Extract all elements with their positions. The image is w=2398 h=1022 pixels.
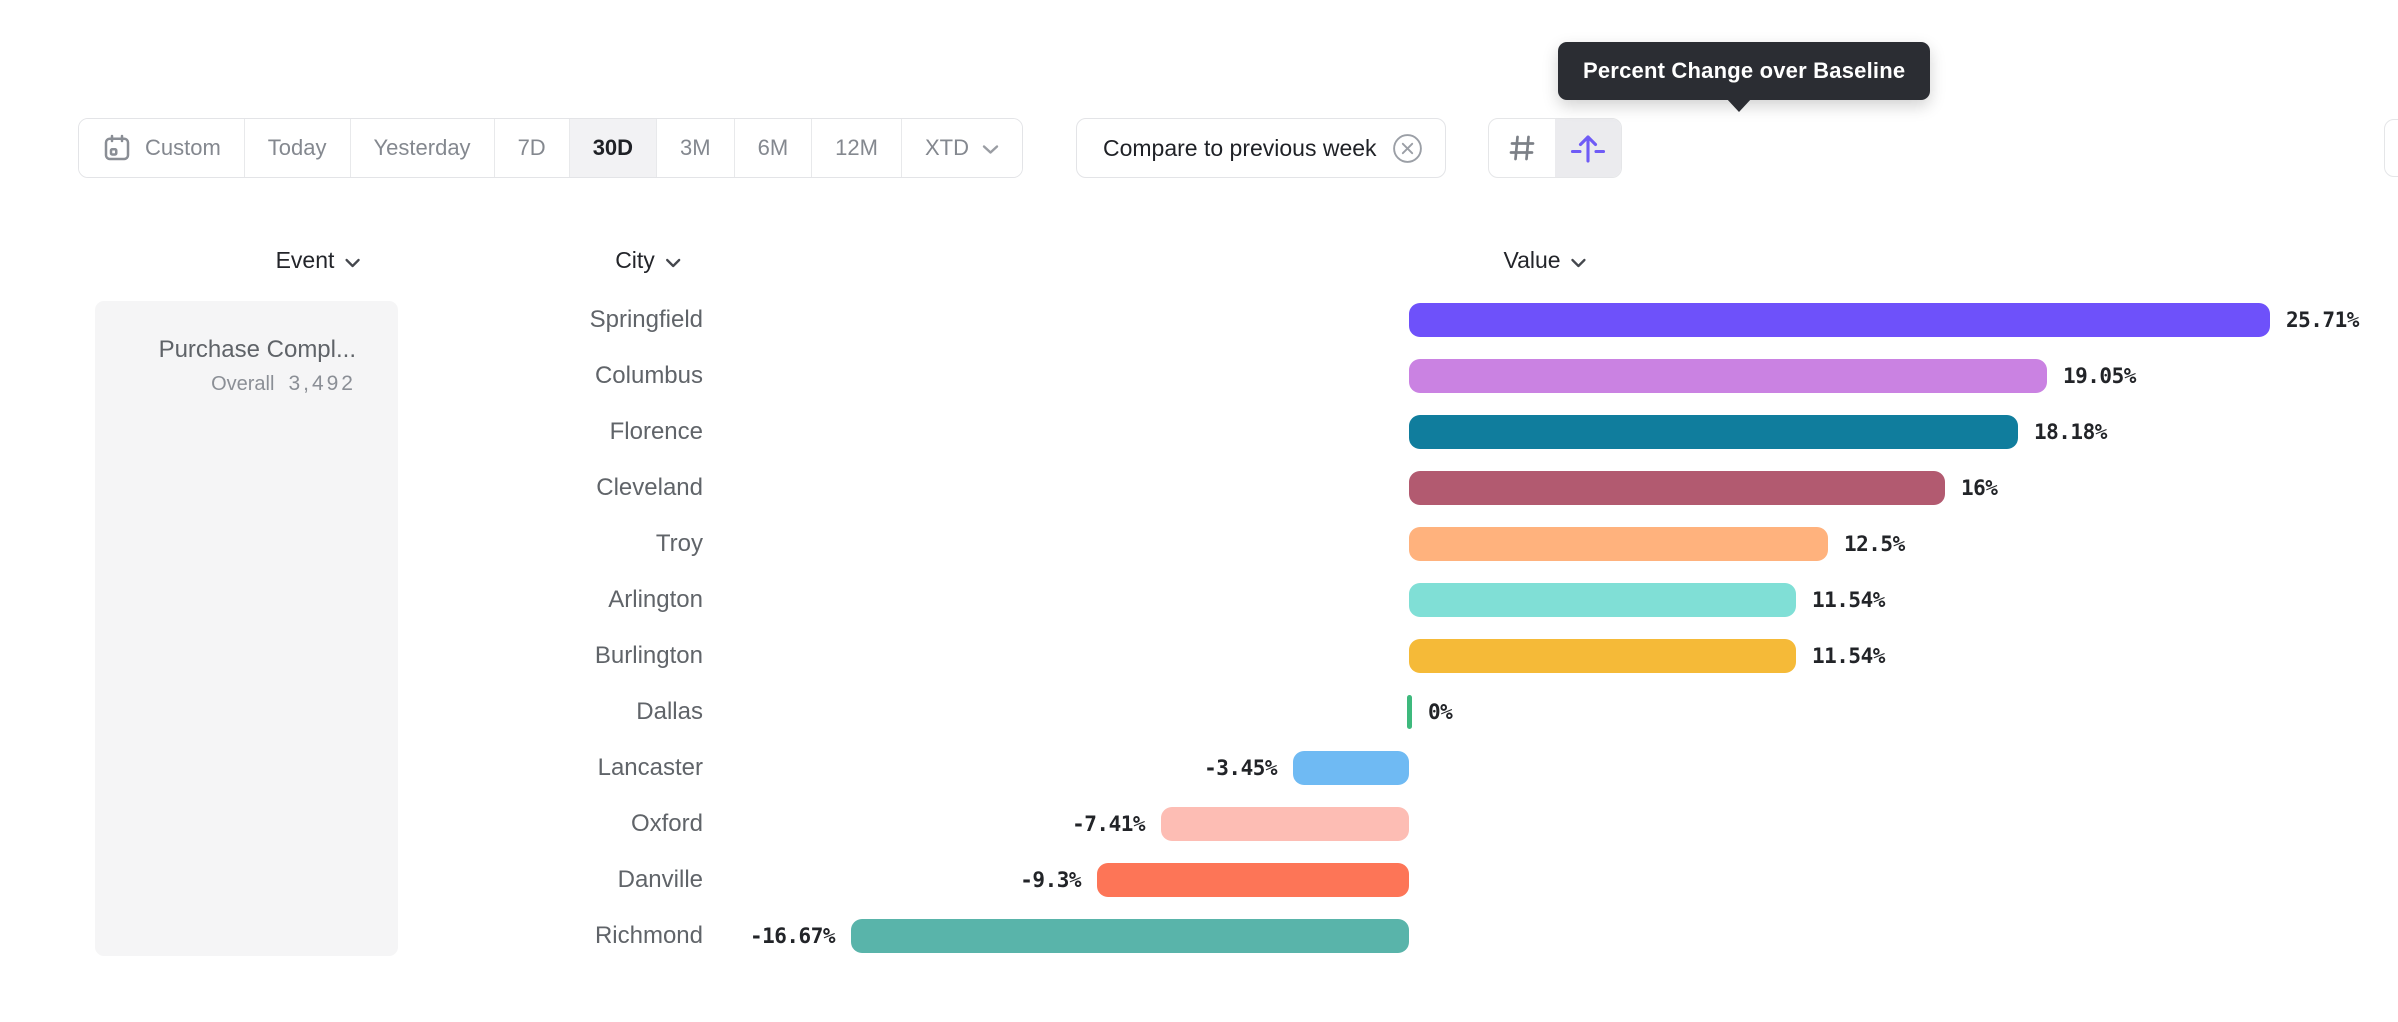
event-title: Purchase Compl... — [158, 336, 356, 363]
chart-row-dallas: Dallas 0% — [0, 695, 2398, 729]
chart-row-arlington: Arlington 11.54% — [0, 583, 2398, 617]
column-header-label: Value — [1503, 247, 1561, 273]
bar[interactable] — [851, 919, 1409, 953]
chart-row-troy: Troy 12.5% — [0, 527, 2398, 561]
toolbar: Custom Today Yesterday 7D 30D 3M 6M 12M — [78, 118, 1622, 178]
date-range-xtd[interactable]: XTD — [900, 119, 1022, 177]
chart-row-columbus: Columbus 19.05% — [0, 359, 2398, 393]
value-label: 12.5% — [1844, 532, 1905, 556]
bar[interactable] — [1409, 527, 1828, 561]
value-label: 0% — [1428, 700, 1453, 724]
bar[interactable] — [1409, 639, 1796, 673]
city-label: Springfield — [589, 306, 703, 333]
value-label: -3.45% — [1204, 756, 1277, 780]
date-range-30d[interactable]: 30D — [568, 119, 657, 177]
bar[interactable] — [1409, 415, 2018, 449]
chevron-down-icon — [344, 247, 360, 274]
city-label: Richmond — [594, 922, 703, 949]
value-label: 19.05% — [2063, 364, 2136, 388]
city-label: Danville — [617, 866, 703, 893]
date-range-label: Custom — [145, 135, 221, 160]
chart-row-springfield: Springfield 25.71% — [0, 303, 2398, 337]
city-label: Columbus — [594, 362, 703, 389]
bar[interactable] — [1409, 303, 2270, 337]
date-range-label: XTD — [924, 135, 969, 160]
date-range-12m[interactable]: 12M — [811, 119, 901, 177]
mode-absolute-numbers[interactable] — [1489, 119, 1555, 177]
column-header-value[interactable]: Value — [1503, 247, 1586, 274]
percent-change-arrow-icon — [1569, 130, 1607, 166]
value-mode-toggle — [1487, 118, 1622, 178]
date-range-group: Custom Today Yesterday 7D 30D 3M 6M 12M — [78, 118, 1023, 178]
date-range-label: 12M — [835, 135, 878, 160]
bar[interactable] — [1409, 583, 1796, 617]
compare-chip[interactable]: Compare to previous week — [1075, 118, 1446, 178]
edge-partial-button[interactable] — [2384, 119, 2398, 177]
column-header-label: Event — [275, 247, 335, 273]
date-range-label: Yesterday — [373, 135, 471, 160]
calendar-icon — [102, 133, 132, 163]
chart-row-oxford: Oxford -7.41% — [0, 807, 2398, 841]
city-label: Oxford — [630, 810, 703, 837]
mode-percent-change-over-baseline[interactable] — [1554, 119, 1621, 177]
chart-row-cleveland: Cleveland 16% — [0, 471, 2398, 505]
chart-row-burlington: Burlington 11.54% — [0, 639, 2398, 673]
bar[interactable] — [1293, 751, 1409, 785]
chevron-down-icon — [665, 247, 681, 274]
chevron-down-icon — [1571, 247, 1587, 274]
date-range-label: 7D — [517, 135, 546, 160]
city-label: Troy — [655, 530, 703, 557]
remove-circle-icon[interactable] — [1392, 133, 1423, 164]
chart-row-florence: Florence 18.18% — [0, 415, 2398, 449]
event-card-content: Purchase Compl... Overall 3,492 — [159, 334, 356, 396]
tooltip-arrow — [1726, 98, 1752, 112]
column-header-label: City — [615, 247, 655, 273]
city-label: Lancaster — [597, 754, 703, 781]
bar[interactable] — [1097, 863, 1409, 897]
date-range-label: Today — [267, 135, 327, 160]
date-range-label: 6M — [757, 135, 789, 160]
value-label: 16% — [1961, 476, 1998, 500]
date-range-3m[interactable]: 3M — [656, 119, 734, 177]
chart-row-richmond: Richmond -16.67% — [0, 919, 2398, 953]
city-label: Arlington — [608, 586, 703, 613]
value-label: 25.71% — [2286, 308, 2359, 332]
value-label: 11.54% — [1812, 588, 1885, 612]
event-metric-label: Overall — [211, 373, 275, 395]
date-range-label: 30D — [592, 135, 634, 160]
value-label: -9.3% — [1020, 868, 1081, 892]
city-label: Dallas — [636, 698, 703, 725]
tooltip: Percent Change over Baseline — [1558, 42, 1931, 112]
tooltip-text: Percent Change over Baseline — [1583, 58, 1906, 83]
zero-baseline-tick[interactable] — [1407, 695, 1412, 729]
event-metric-value: 3,492 — [288, 372, 356, 395]
column-header-city[interactable]: City — [615, 247, 681, 274]
bar[interactable] — [1409, 359, 2047, 393]
date-range-custom[interactable]: Custom — [79, 119, 244, 177]
compare-chip-label: Compare to previous week — [1102, 134, 1377, 161]
bar[interactable] — [1161, 807, 1409, 841]
hash-icon — [1505, 131, 1539, 165]
date-range-yesterday[interactable]: Yesterday — [349, 119, 494, 177]
chevron-down-icon — [982, 135, 999, 161]
city-label: Burlington — [594, 642, 703, 669]
date-range-6m[interactable]: 6M — [733, 119, 812, 177]
bar[interactable] — [1409, 471, 1945, 505]
date-range-7d[interactable]: 7D — [493, 119, 569, 177]
city-label: Florence — [609, 418, 703, 445]
value-label: -7.41% — [1072, 812, 1145, 836]
value-label: -16.67% — [749, 924, 836, 948]
column-header-event[interactable]: Event — [276, 247, 361, 274]
value-label: 11.54% — [1812, 644, 1885, 668]
chart-row-lancaster: Lancaster -3.45% — [0, 751, 2398, 785]
city-label: Cleveland — [596, 474, 703, 501]
chart-row-danville: Danville -9.3% — [0, 863, 2398, 897]
date-range-today[interactable]: Today — [243, 119, 350, 177]
value-label: 18.18% — [2034, 420, 2107, 444]
date-range-label: 3M — [680, 135, 711, 160]
event-card[interactable]: Purchase Compl... Overall 3,492 — [95, 301, 398, 956]
